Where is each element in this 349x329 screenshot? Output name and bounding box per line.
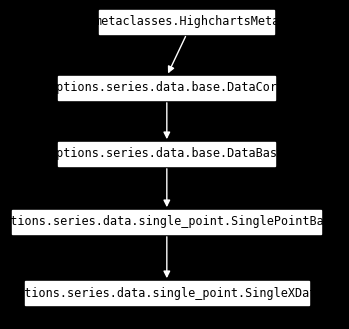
Text: options.series.data.base.DataCore: options.series.data.base.DataCore — [49, 82, 284, 94]
Text: options.series.data.single_point.SinglePointBase: options.series.data.single_point.SingleP… — [0, 215, 338, 229]
Text: options.series.data.single_point.SingleXData: options.series.data.single_point.SingleX… — [10, 287, 324, 299]
Bar — [58, 142, 275, 166]
Bar — [99, 10, 274, 34]
Text: metaclasses.HighchartsMeta: metaclasses.HighchartsMeta — [94, 15, 279, 29]
Text: options.series.data.base.DataBase: options.series.data.base.DataBase — [49, 147, 284, 161]
Bar — [58, 76, 275, 100]
Bar — [13, 210, 321, 234]
Bar — [25, 281, 309, 305]
